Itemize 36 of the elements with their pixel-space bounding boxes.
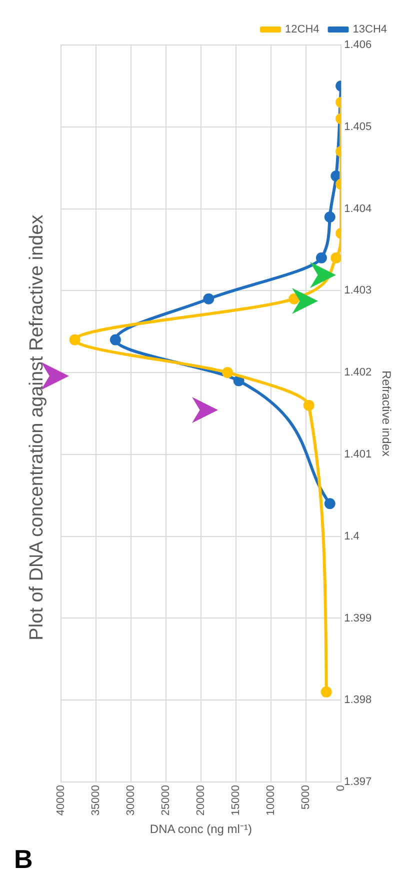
text: B [14, 844, 33, 875]
point [233, 375, 244, 386]
point [330, 170, 342, 182]
x-tick-label: 15000 [230, 785, 242, 816]
point [203, 293, 214, 304]
y-tick-label: 1.403 [344, 284, 372, 297]
y-tick-label: 1.4 [344, 530, 360, 542]
point [330, 252, 342, 264]
y-tick-label: 1.405 [344, 120, 372, 133]
x-tick-label: 5000 [300, 785, 312, 810]
x-axis-title: DNA conc (ng ml⁻¹) [150, 822, 252, 836]
point [320, 686, 332, 698]
legend-label: 13CH4 [352, 24, 388, 36]
x-tick-label: 35000 [90, 785, 102, 816]
x-tick-label: 10000 [265, 785, 278, 816]
y-tick-label: 1.398 [344, 694, 372, 706]
point [110, 334, 121, 346]
x-tick-label: 25000 [160, 785, 172, 816]
point [288, 293, 300, 304]
x-tick-label: 20000 [194, 785, 207, 816]
point [316, 252, 327, 264]
y-tick-label: 1.406 [344, 39, 372, 52]
y-tick-label: 1.402 [344, 366, 372, 379]
x-tick-label: 40000 [54, 785, 67, 816]
y-tick-label: 1.401 [344, 448, 372, 460]
y-axis-title: Refractive index [379, 370, 394, 457]
point [303, 400, 314, 411]
legend-label: 12CH4 [285, 24, 320, 36]
point [324, 498, 336, 510]
y-tick-label: 1.399 [344, 612, 372, 624]
point [69, 334, 80, 346]
y-tick-label: 1.404 [344, 202, 372, 215]
point [324, 211, 336, 222]
text: Plot of DNA concentration against Refractive index [26, 214, 48, 640]
point [222, 367, 234, 378]
x-tick-label: 30000 [124, 785, 137, 816]
